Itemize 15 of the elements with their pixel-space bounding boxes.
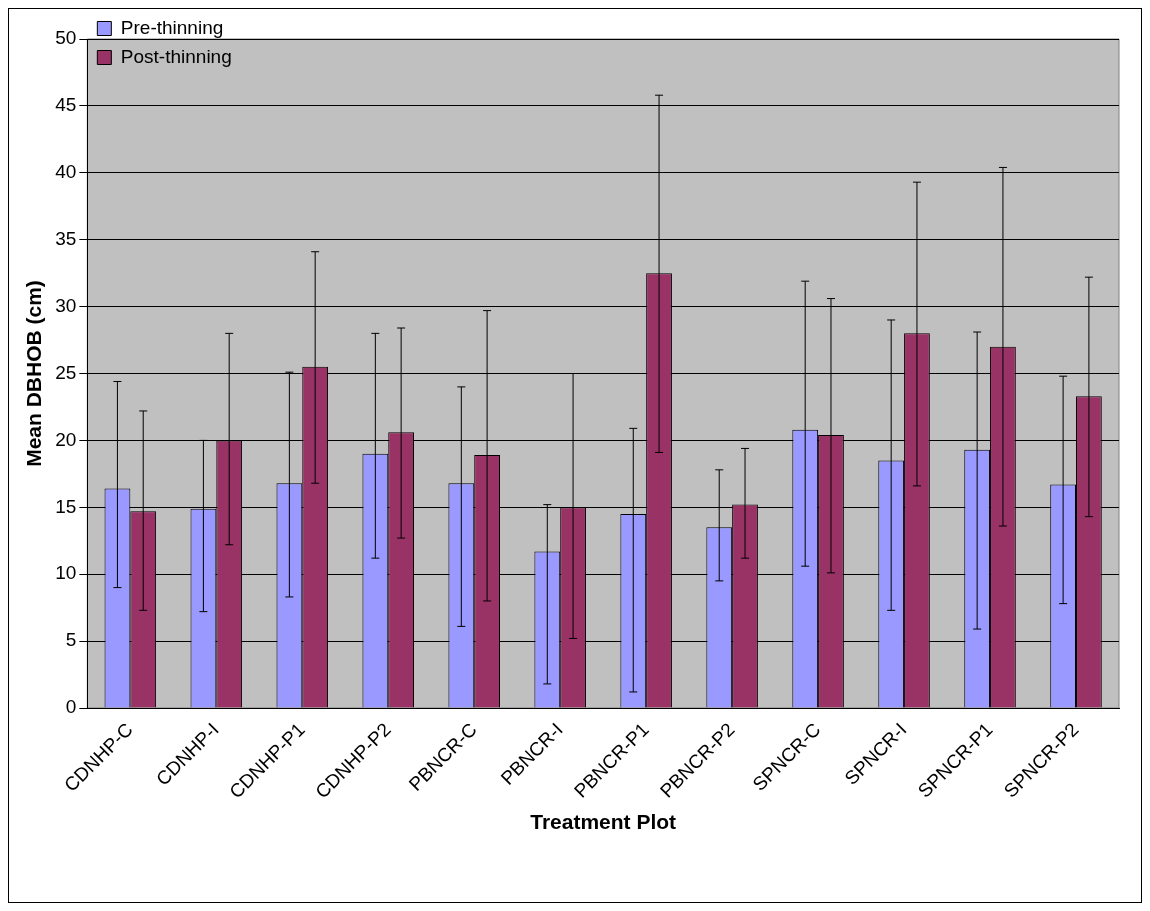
y-tick-label: 35 — [55, 227, 77, 249]
y-tick-label: 0 — [65, 696, 77, 718]
y-tick-label: 5 — [65, 629, 77, 651]
legend-label: Pre-thinning — [120, 16, 224, 38]
legend-label: Post-thinning — [120, 45, 232, 67]
y-tick-label: 30 — [55, 294, 77, 316]
y-tick-label: 50 — [55, 27, 77, 49]
y-tick-label: 25 — [55, 361, 77, 383]
y-tick-label: 10 — [55, 562, 77, 584]
y-axis-title: Mean DBHOB (cm) — [22, 280, 46, 467]
x-axis-title: Treatment Plot — [530, 810, 677, 834]
y-tick-label: 15 — [55, 495, 77, 517]
y-tick-label: 45 — [55, 94, 77, 116]
y-tick-label: 40 — [55, 161, 77, 183]
y-tick-label: 20 — [55, 428, 77, 450]
